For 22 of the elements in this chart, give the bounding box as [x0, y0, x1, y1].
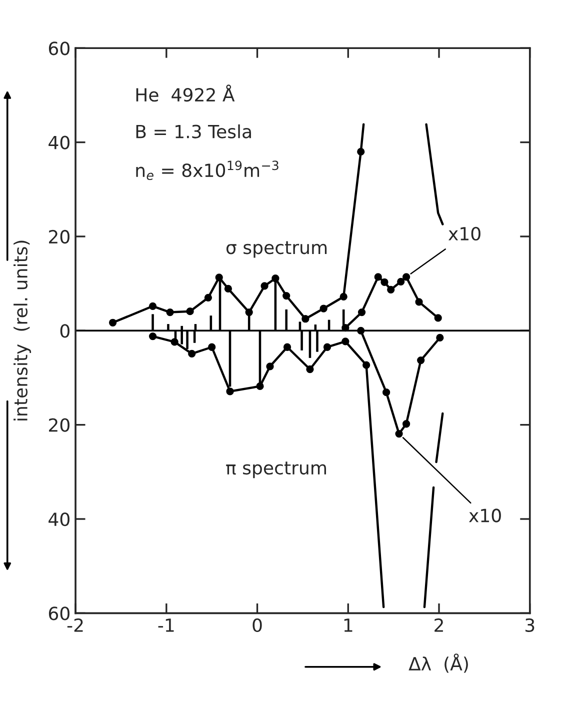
x-tick-label: 2 [434, 618, 443, 632]
annotation: σ spectrum [226, 241, 327, 258]
y-tick-label: 40 [48, 512, 70, 526]
annotation: π spectrum [226, 462, 326, 478]
x-axis-title: Δλ (Å) [408, 654, 468, 673]
annotation: x10 [468, 508, 501, 522]
annotation: B = 1.3 Tesla [136, 124, 251, 138]
y-tick-label: 40 [48, 136, 70, 150]
annotation: He 4922 Å [136, 84, 235, 102]
y-axis-title: intensity (rel. units) [14, 240, 32, 420]
y-tick-label: 20 [49, 230, 70, 244]
x-tick-label: 0 [252, 618, 262, 632]
y-tick-label: 60 [48, 42, 70, 56]
y-tick-label: 0 [60, 324, 70, 338]
y-tick-label: 20 [49, 418, 70, 432]
x-tick-label: 1 [344, 618, 352, 632]
y-tick-label: 60 [48, 606, 70, 620]
x-tick-label: -1 [158, 618, 174, 632]
annotation: n$_{e}$ = 8x10$^{19}$m$^{−3}$ [136, 160, 278, 180]
annotation: x10 [448, 226, 480, 241]
x-tick-label: 3 [526, 618, 534, 632]
x-tick-label: -2 [67, 618, 83, 632]
